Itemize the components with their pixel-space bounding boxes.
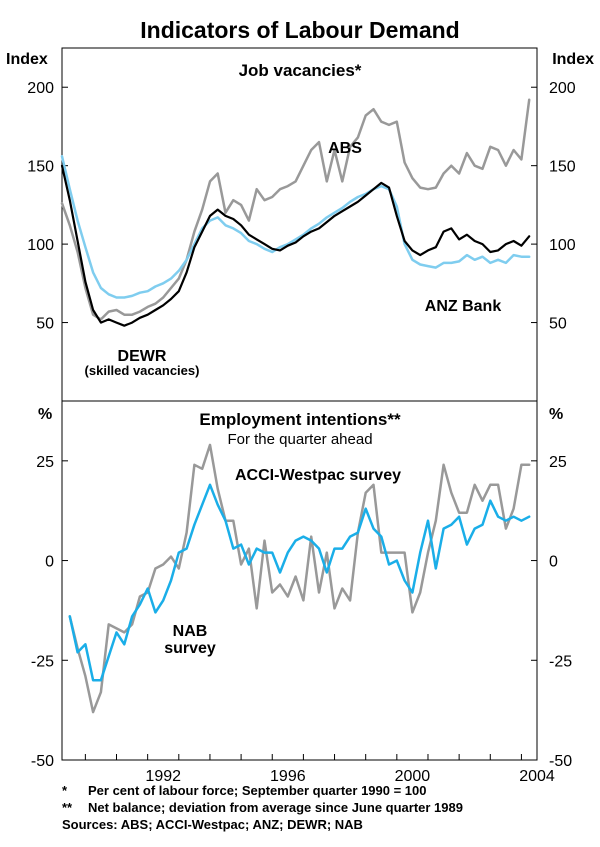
top-right-axis-unit: Index xyxy=(552,51,594,68)
figure-title: Indicators of Labour Demand xyxy=(140,17,459,43)
footnote-2-text: Net balance; deviation from average sinc… xyxy=(88,800,463,815)
y-tick-label-right: 50 xyxy=(549,316,567,333)
y-tick-label-left: 200 xyxy=(27,80,54,97)
series-line-acci-westpac-survey xyxy=(68,443,531,714)
dewr-series-label: DEWR xyxy=(118,348,167,365)
footnote-2-marker: ** xyxy=(62,800,73,815)
y-tick-label-left: 100 xyxy=(27,237,54,254)
nab-series-label: NAB xyxy=(173,623,208,640)
acci-series-label: ACCI-Westpac survey xyxy=(235,467,401,484)
dewr-series-sublabel: (skilled vacancies) xyxy=(85,363,200,378)
series-line-abs xyxy=(60,98,531,321)
y-tick-label-left: -50 xyxy=(31,753,54,770)
bottom-panel-series xyxy=(68,443,531,714)
x-tick-label: 1996 xyxy=(270,768,306,785)
y-tick-label-right: -50 xyxy=(549,753,572,770)
anz-series-label: ANZ Bank xyxy=(425,298,502,315)
top-panel-series xyxy=(60,98,531,327)
y-tick-label-right: -25 xyxy=(549,653,572,670)
bottom-panel-title: Employment intentions** xyxy=(199,410,401,429)
y-tick-label-left: 25 xyxy=(36,454,54,471)
chart-frame xyxy=(61,47,538,761)
y-tick-label-right: 0 xyxy=(549,554,558,571)
x-tick-label: 1992 xyxy=(145,768,181,785)
series-line-anz-bank xyxy=(60,155,531,299)
footnote-1: * Per cent of labour force; September qua… xyxy=(62,782,463,799)
nab-series-sublabel: survey xyxy=(164,640,216,657)
y-tick-label-left: 0 xyxy=(45,554,54,571)
footnote-2: ** Net balance; deviation from average si… xyxy=(62,799,463,816)
series-line-dewr xyxy=(60,164,531,327)
bottom-panel-subtitle: For the quarter ahead xyxy=(227,431,372,448)
y-tick-label-right: 25 xyxy=(549,454,567,471)
y-tick-label-right: 200 xyxy=(549,80,576,97)
y-tick-label-right: 150 xyxy=(549,159,576,176)
y-tick-label-right: 100 xyxy=(549,237,576,254)
x-tick-label: 2004 xyxy=(519,768,555,785)
footnotes: * Per cent of labour force; September qua… xyxy=(62,782,463,833)
footnote-1-marker: * xyxy=(62,783,68,798)
x-axis-ticks: 1992 1996 2000 2004 xyxy=(84,754,555,785)
bottom-left-axis-unit: % xyxy=(38,406,52,423)
y-tick-label-left: 150 xyxy=(27,159,54,176)
abs-series-label: ABS xyxy=(328,140,362,157)
series-line-nab-survey xyxy=(68,483,531,682)
y-tick-label-left: -25 xyxy=(31,653,54,670)
y-tick-label-left: 50 xyxy=(36,316,54,333)
plot-border xyxy=(61,47,538,761)
footnote-1-text: Per cent of labour force; September quar… xyxy=(88,783,427,798)
top-panel-ticks: 50 50 100 100 150 150 200 200 xyxy=(27,80,576,332)
bottom-panel-ticks: -50 -50 -25 -25 0 0 25 25 xyxy=(31,454,572,770)
x-tick-label: 2000 xyxy=(395,768,431,785)
top-left-axis-unit: Index xyxy=(6,51,48,68)
bottom-right-axis-unit: % xyxy=(549,406,563,423)
top-panel-title: Job vacancies* xyxy=(239,61,362,80)
sources-note: Sources: ABS; ACCI-Westpac; ANZ; DEWR; N… xyxy=(62,817,363,832)
